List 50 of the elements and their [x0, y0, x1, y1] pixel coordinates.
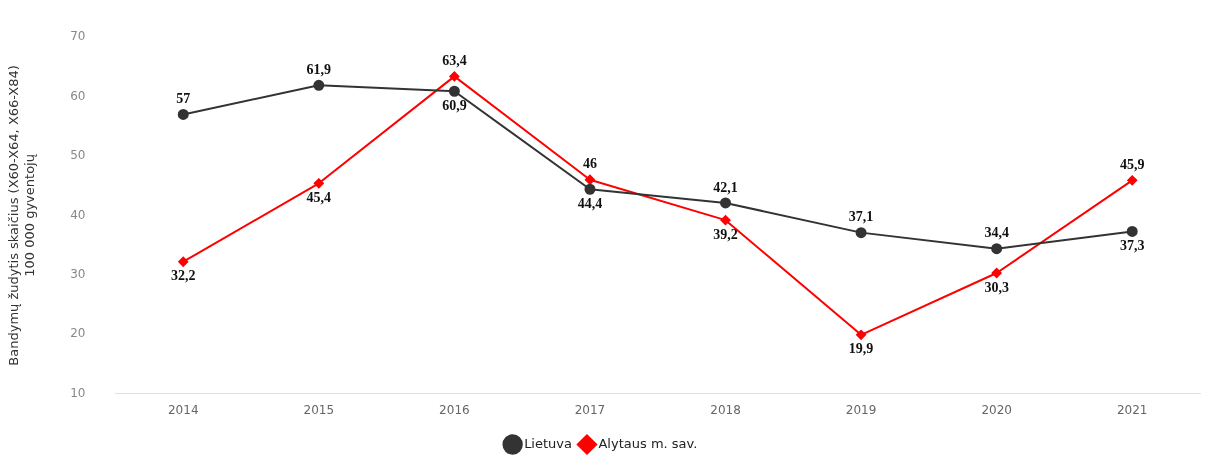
point	[313, 178, 324, 189]
point	[1127, 175, 1138, 186]
point	[991, 268, 1002, 279]
data-label: 30,3	[984, 279, 1009, 295]
data-label: 37,3	[1119, 238, 1145, 254]
point	[449, 71, 460, 82]
x-tick-label: 2015	[303, 402, 335, 417]
point	[856, 329, 867, 340]
x-tick-label: 2017	[574, 402, 606, 417]
x-tick-label: 2018	[710, 402, 741, 417]
y-tick-label: 30	[70, 266, 86, 281]
legend-label: Lietuva	[524, 435, 572, 451]
y-tick-label: 60	[70, 88, 86, 103]
y-tick-label: 20	[70, 326, 86, 341]
y-tick-label: 40	[70, 207, 86, 222]
point	[1126, 225, 1138, 237]
x-tick-label: 2021	[1116, 402, 1148, 417]
data-label: 45,9	[1119, 156, 1145, 172]
point	[584, 174, 595, 185]
data-label: 60,9	[442, 97, 467, 113]
point	[313, 79, 325, 91]
data-label: 32,2	[171, 268, 196, 284]
y-axis-title: Bandymų žudytis skaičius (X60-X64, X66-X84) 100 000 gyventojų	[6, 65, 37, 366]
data-label: 37,1	[848, 209, 874, 225]
data-label: 42,1	[713, 179, 738, 195]
point	[720, 197, 732, 209]
legend-label: Alytaus m. sav.	[598, 435, 698, 451]
data-label: 46	[582, 156, 597, 172]
x-tick-label: 2016	[439, 402, 470, 417]
data-label: 45,4	[306, 189, 332, 205]
data-label: 61,9	[306, 61, 332, 77]
point	[448, 85, 460, 97]
data-label: 44,4	[577, 195, 603, 211]
x-tick-label: 2014	[167, 402, 199, 417]
y-tick-label: 70	[70, 29, 86, 44]
point	[177, 108, 189, 120]
y-tick-label: 50	[70, 148, 86, 163]
data-label: 19,9	[848, 341, 874, 357]
x-tick-label: 2019	[845, 402, 877, 417]
point	[991, 243, 1003, 255]
point	[720, 215, 731, 226]
x-tick-label: 2020	[981, 402, 1012, 417]
point	[584, 183, 596, 195]
y-tick-label: 10	[70, 385, 86, 400]
point	[178, 256, 189, 267]
data-label: 63,4	[442, 53, 467, 69]
data-label: 57	[176, 91, 191, 107]
point	[855, 227, 867, 239]
data-label: 34,4	[984, 225, 1009, 241]
data-label: 39,2	[713, 226, 738, 242]
